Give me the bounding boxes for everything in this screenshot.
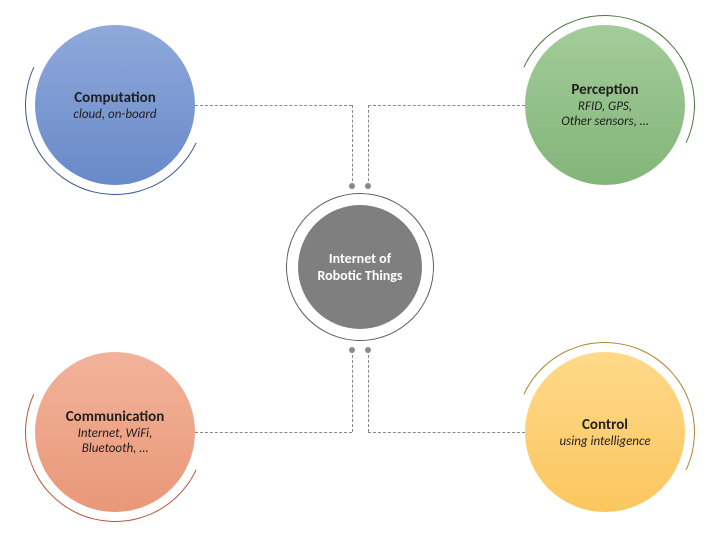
connector-dot-top-right: [365, 183, 371, 189]
connector-v-bottom-right: [368, 350, 369, 432]
connector-v-top-right: [368, 105, 369, 186]
arc-perception: [490, 0, 720, 220]
connector-h-bottom-left: [195, 432, 352, 433]
connector-h-bottom-right: [368, 432, 525, 433]
connector-h-top-right: [368, 105, 525, 106]
connector-v-top-left: [352, 105, 353, 186]
connector-h-top-left: [195, 105, 352, 106]
connector-dot-top-left: [349, 183, 355, 189]
arc-computation: [0, 0, 230, 220]
center-arc-bottom-right: [280, 187, 440, 347]
connector-dot-bottom-right: [365, 347, 371, 353]
connector-dot-bottom-left: [349, 347, 355, 353]
connector-v-bottom-left: [352, 350, 353, 432]
